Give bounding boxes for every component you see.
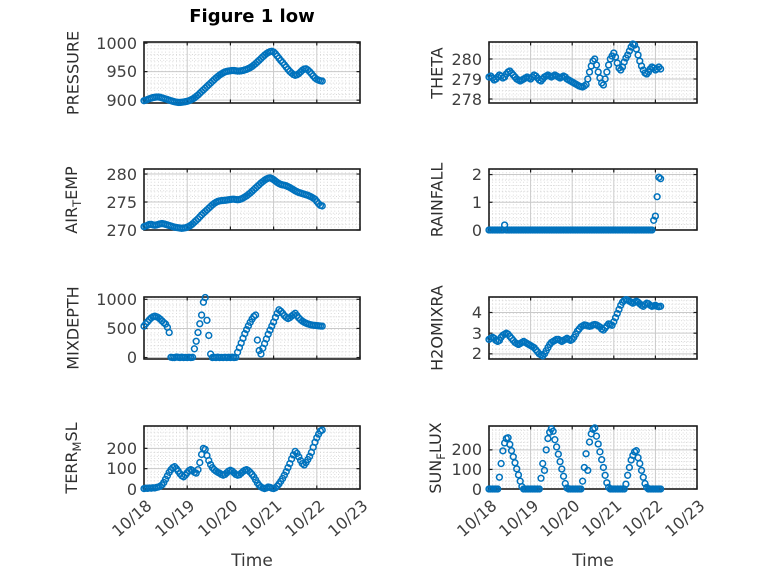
data-series-terrmsl	[140, 426, 326, 493]
y-axis-label-h2omixra: H2OMIXRA	[427, 285, 447, 371]
y-tick-label: 900	[106, 90, 137, 110]
y-tick-label: 500	[106, 318, 137, 338]
y-tick-label: 0	[126, 348, 137, 368]
y-tick-label: 0	[126, 479, 137, 499]
y-tick-label: 200	[451, 440, 482, 460]
y-tick-label: 1	[471, 192, 482, 212]
y-tick-label: 100	[106, 459, 137, 479]
y-tick-label: 4	[471, 303, 482, 322]
x-axis-label-right: Time	[572, 551, 614, 571]
subplot-airtemp: 270 275 280 AIRTEMP	[62, 166, 361, 239]
subplot-mixdepth: 0 500 1000 MIXDEPTH	[64, 286, 361, 370]
y-axis-label-mixdepth: MIXDEPTH	[63, 286, 83, 370]
y-tick-label: 275	[106, 192, 137, 212]
y-axis-label-theta: THETA	[427, 46, 447, 99]
y-tick-label: 1000	[96, 289, 137, 309]
plot-area-theta	[485, 40, 698, 104]
plot-area-pressure	[140, 41, 361, 107]
plot-area-sunflux	[485, 424, 698, 493]
y-tick-label: 0	[471, 220, 482, 240]
y-tick-label: 950	[106, 62, 137, 82]
y-tick-label: 280	[451, 49, 482, 69]
y-tick-label: 270	[106, 220, 137, 240]
figure-title: Figure 1 low	[189, 6, 315, 27]
y-tick-label: 2	[471, 344, 482, 364]
y-tick-label: 3	[471, 323, 482, 343]
y-axis-label-airtemp: AIRTEMP	[61, 165, 85, 234]
x-axis-label-left: Time	[231, 551, 273, 571]
y-tick-label: 0	[471, 479, 482, 499]
subplot-sunflux: 0 100 200 10/18 10/19 10/20 10/21 10/22 10/23 SUN…	[426, 422, 709, 541]
subplot-h2omixra: 2 3 4 H2OMIXRA	[428, 285, 698, 371]
y-tick-label: 2	[471, 165, 482, 185]
data-series-sunflux	[485, 424, 665, 493]
y-axis-label-terrmsl: TERRMSL	[61, 421, 85, 494]
y-tick-label: 200	[106, 438, 137, 458]
subplot-rainfall: 0 1 2 RAINFALL	[428, 162, 698, 239]
y-tick-label: 100	[451, 459, 482, 479]
data-series-mixdepth	[140, 293, 326, 362]
data-series-pressure	[140, 47, 326, 107]
y-tick-label: 279	[451, 69, 482, 89]
plot-area-airtemp	[140, 168, 361, 232]
plot-area-rainfall	[485, 168, 698, 234]
plot-area-terrmsl	[140, 425, 361, 493]
data-series-h2omixra	[485, 296, 665, 360]
y-tick-label: 278	[451, 89, 482, 109]
y-tick-label: 280	[106, 164, 137, 184]
data-series-airtemp	[140, 174, 326, 232]
y-axis-label-pressure: PRESSURE	[63, 30, 83, 115]
y-tick-label: 1000	[96, 33, 137, 53]
data-series-rainfall	[485, 173, 665, 234]
subplot-terrmsl: 0 100 200 10/18 10/19 10/20 10/21 10/22 10/23 TER…	[62, 422, 372, 541]
subplot-pressure: 900 950 1000 PRESSURE	[64, 30, 361, 115]
y-axis-label-rainfall: RAINFALL	[427, 162, 447, 237]
y-axis-label-sunflux: SUNFLUX	[425, 421, 449, 494]
subplot-theta: 278 279 280 THETA	[428, 40, 698, 108]
plot-area-mixdepth	[140, 293, 361, 362]
data-series-theta	[485, 40, 665, 91]
plot-area-h2omixra	[485, 296, 698, 360]
